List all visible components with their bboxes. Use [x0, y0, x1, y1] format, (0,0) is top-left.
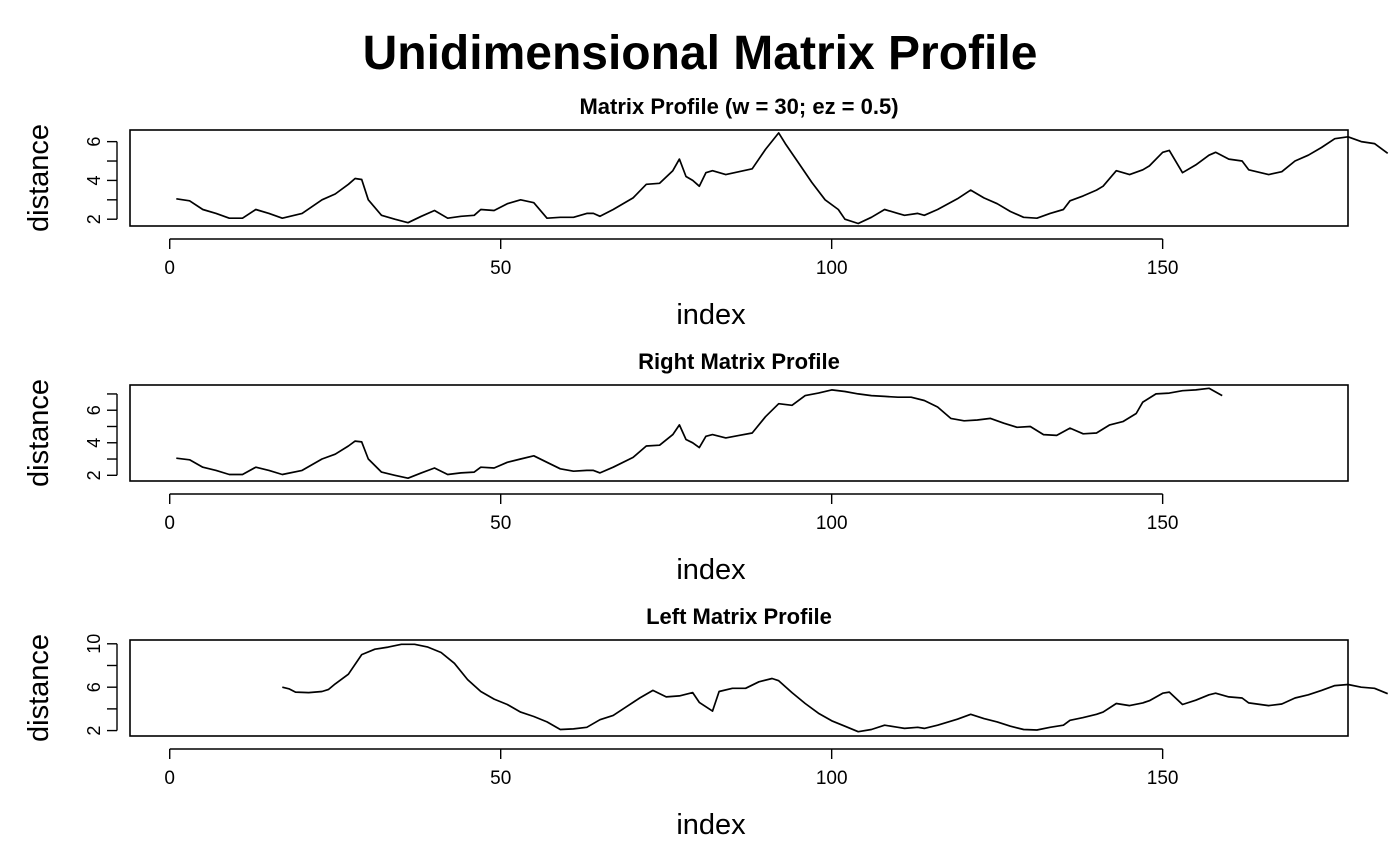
y-tick-label: 6 — [84, 405, 104, 415]
x-tick-label: 150 — [1147, 258, 1179, 279]
x-tick-label: 0 — [164, 258, 175, 279]
panel-title: Matrix Profile (w = 30; ez = 0.5) — [579, 94, 898, 119]
y-tick-label: 6 — [84, 682, 104, 692]
y-tick-label: 2 — [84, 726, 104, 736]
x-axis-label: index — [676, 809, 746, 841]
x-tick-label: 0 — [164, 513, 175, 534]
x-tick-label: 100 — [816, 258, 848, 279]
y-tick-label: 2 — [84, 470, 104, 480]
x-tick-label: 50 — [490, 513, 511, 534]
x-tick-label: 50 — [490, 258, 511, 279]
y-axis-label: distance — [23, 634, 55, 742]
series-line — [282, 643, 1389, 733]
x-tick-label: 150 — [1147, 513, 1179, 534]
series-line — [176, 132, 1389, 225]
panel-title: Left Matrix Profile — [646, 604, 832, 629]
y-tick-label: 6 — [84, 137, 104, 147]
panel-2: Right Matrix Profile 0 50 100 150 index 2 4 6 dis… — [23, 349, 1349, 586]
figure-title: Unidimensional Matrix Profile — [362, 27, 1038, 80]
panel-title: Right Matrix Profile — [638, 349, 840, 374]
plot-frame — [129, 129, 1349, 227]
y-tick-label: 10 — [84, 634, 104, 654]
x-tick-label: 50 — [490, 768, 511, 789]
plot-frame — [129, 384, 1349, 482]
x-tick-label: 0 — [164, 768, 175, 789]
x-tick-label: 100 — [816, 513, 848, 534]
y-axis-label: distance — [23, 124, 55, 232]
panel-1: Matrix Profile (w = 30; ez = 0.5) 0 50 100 1… — [23, 94, 1389, 331]
plot-frame — [129, 639, 1349, 737]
x-tick-label: 150 — [1147, 768, 1179, 789]
x-tick-label: 100 — [816, 768, 848, 789]
y-tick-label: 4 — [84, 175, 104, 185]
x-axis-label: index — [676, 554, 746, 586]
x-axis-label: index — [676, 299, 746, 331]
series-line — [176, 387, 1223, 480]
panel-3: Left Matrix Profile 0 50 100 150 index 2 6 10 dis… — [23, 604, 1389, 841]
y-tick-label: 4 — [84, 438, 104, 448]
y-tick-label: 2 — [84, 214, 104, 224]
y-axis-label: distance — [23, 379, 55, 487]
